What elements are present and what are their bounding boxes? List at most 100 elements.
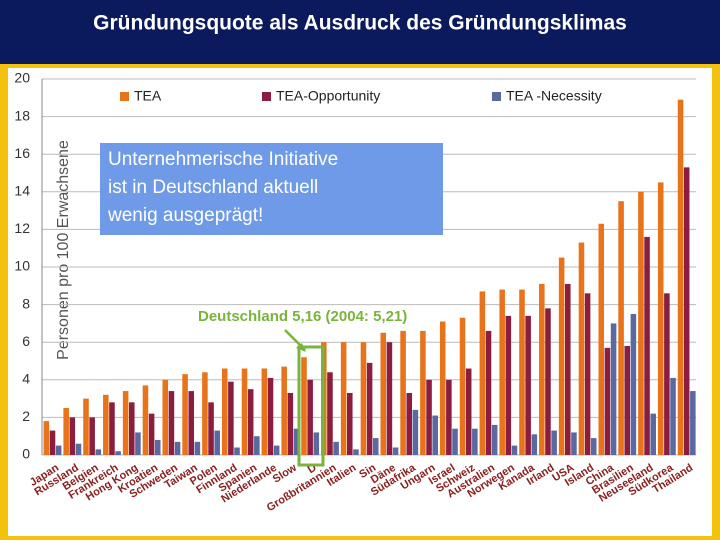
bar — [610, 323, 617, 455]
bar — [690, 391, 696, 455]
y-tick-label: 0 — [22, 446, 30, 462]
bar — [267, 377, 274, 455]
bar — [63, 408, 69, 455]
bar — [202, 372, 208, 455]
bar — [677, 99, 684, 456]
bar — [525, 315, 531, 455]
bar — [406, 392, 413, 455]
bar — [95, 449, 102, 455]
bar — [571, 432, 577, 455]
legend-label: TEA -Necessity — [506, 88, 602, 104]
bar — [228, 381, 234, 455]
bar — [221, 368, 228, 455]
y-tick-label: 4 — [22, 371, 30, 387]
bar — [366, 362, 373, 455]
bar — [148, 413, 155, 455]
bar — [372, 438, 379, 455]
annotation-line: Unternehmerische Initiative — [108, 149, 338, 170]
bar — [491, 424, 498, 455]
y-tick-label: 18 — [14, 107, 30, 123]
bar — [69, 417, 76, 455]
y-tick-label: 10 — [14, 258, 30, 274]
y-tick-label: 6 — [22, 333, 30, 349]
bar — [499, 289, 505, 455]
bar — [479, 291, 486, 455]
bar — [511, 445, 518, 455]
bar — [558, 257, 565, 455]
bar — [590, 438, 597, 455]
bar — [254, 436, 260, 455]
bar — [578, 242, 585, 455]
legend-label: TEA-Opportunity — [276, 88, 380, 104]
bar — [683, 167, 690, 456]
bar — [531, 434, 538, 455]
bar — [182, 374, 188, 455]
bar — [162, 379, 169, 455]
bar — [301, 357, 307, 455]
bar — [135, 432, 141, 455]
bar — [624, 345, 631, 455]
bar — [333, 441, 339, 455]
bar — [194, 441, 201, 455]
bar — [432, 415, 438, 455]
bar — [273, 445, 280, 455]
bar — [392, 447, 399, 455]
bar — [103, 394, 109, 455]
y-axis-label: Personen pro 100 Erwachsene — [55, 140, 72, 360]
y-tick-label: 16 — [14, 145, 30, 161]
bar — [380, 332, 387, 455]
bar — [519, 289, 525, 455]
bar — [340, 342, 347, 455]
bar — [208, 402, 214, 455]
bar — [129, 402, 135, 455]
bar — [174, 441, 181, 455]
bar — [188, 391, 195, 455]
bar — [55, 445, 62, 455]
bar — [49, 430, 56, 455]
y-tick-label: 20 — [14, 70, 30, 86]
bar — [154, 439, 161, 455]
bar — [386, 342, 393, 455]
bar — [83, 398, 89, 455]
legend-swatch — [120, 92, 129, 101]
bar — [598, 223, 605, 455]
bar — [452, 428, 458, 455]
bar — [618, 201, 624, 455]
bar — [281, 366, 287, 455]
legend-swatch — [262, 92, 271, 101]
bar — [293, 428, 300, 455]
bar — [664, 293, 670, 455]
y-tick-label: 14 — [14, 183, 30, 199]
bar — [400, 330, 406, 455]
bar — [109, 402, 115, 455]
bar — [485, 330, 492, 455]
bar — [539, 283, 545, 455]
bar — [214, 430, 220, 455]
bar — [459, 317, 466, 455]
bar — [261, 368, 268, 455]
bar — [545, 308, 551, 455]
highlight — [297, 345, 325, 467]
bar — [412, 409, 419, 455]
bar — [644, 236, 650, 455]
bar — [650, 413, 656, 455]
bar — [439, 321, 446, 455]
annotation-box — [100, 143, 443, 235]
bar — [313, 432, 320, 455]
bar — [287, 392, 294, 455]
bar — [43, 421, 50, 455]
bar — [505, 315, 512, 455]
bar — [327, 372, 333, 455]
bar — [551, 430, 557, 455]
bar — [241, 368, 248, 455]
bar — [565, 283, 571, 455]
bar — [630, 314, 637, 455]
bar — [247, 389, 254, 455]
annotation-line: wenig ausgeprägt! — [107, 205, 263, 226]
y-tick-label: 12 — [14, 220, 30, 236]
bar — [142, 385, 149, 455]
bar — [234, 447, 240, 455]
bar — [420, 330, 426, 455]
bar — [75, 443, 82, 455]
bar — [638, 191, 644, 456]
